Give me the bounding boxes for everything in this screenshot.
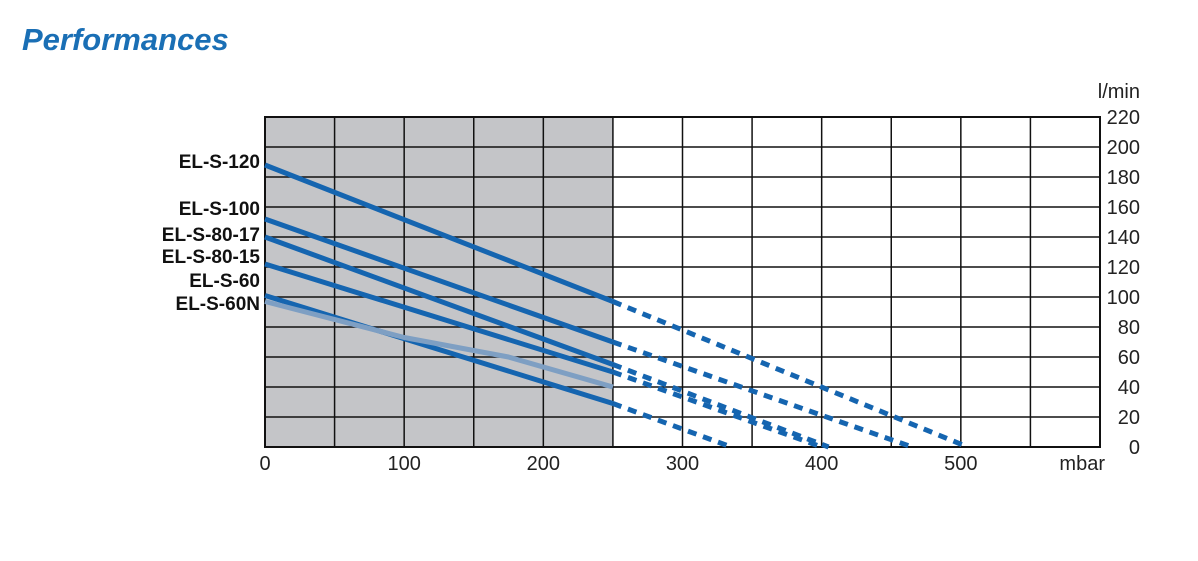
series-line-dashed xyxy=(612,401,733,450)
y-tick-label: 20 xyxy=(1118,407,1140,429)
y-axis-label: l/min xyxy=(1098,81,1140,103)
series-lines xyxy=(264,162,969,450)
series-line-solid xyxy=(264,293,614,406)
series-label: EL-S-60 xyxy=(189,271,260,292)
x-tick-label: 100 xyxy=(387,453,420,475)
chart-title: Performances xyxy=(22,22,229,57)
series-line-solid xyxy=(264,299,614,390)
x-tick-labels: 0 100 200 300 400 500 xyxy=(259,453,977,475)
series-line-solid xyxy=(264,234,614,367)
series-line-solid xyxy=(264,216,614,345)
y-tick-label: 120 xyxy=(1107,257,1140,279)
grid xyxy=(264,116,1101,448)
x-tick-label: 0 xyxy=(259,453,270,475)
y-tick-label: 220 xyxy=(1107,107,1140,129)
y-tick-label: 160 xyxy=(1107,197,1140,219)
y-tick-label: 180 xyxy=(1107,167,1140,189)
y-tick-label: 140 xyxy=(1107,227,1140,249)
y-tick-label: 100 xyxy=(1107,287,1140,309)
series-label: EL-S-120 xyxy=(179,152,260,173)
series-label: EL-S-60N xyxy=(176,294,260,315)
x-tick-label: 500 xyxy=(944,453,977,475)
series-line-dashed xyxy=(612,362,830,450)
series-line-dashed xyxy=(612,369,823,450)
series-line-solid xyxy=(264,261,614,375)
y-tick-label: 80 xyxy=(1118,317,1140,339)
series-line-dashed xyxy=(611,299,969,450)
x-axis-label: mbar xyxy=(1059,453,1105,475)
series-line-dashed xyxy=(612,339,913,450)
x-tick-label: 200 xyxy=(527,453,560,475)
x-tick-label: 400 xyxy=(805,453,838,475)
y-tick-label: 60 xyxy=(1118,347,1140,369)
plot-border xyxy=(264,116,1101,448)
y-tick-label: 200 xyxy=(1107,137,1140,159)
y-tick-label: 0 xyxy=(1129,437,1140,459)
series-label: EL-S-80-15 xyxy=(162,247,261,268)
x-tick-label: 300 xyxy=(666,453,699,475)
series-line-solid xyxy=(264,162,614,304)
series-label: EL-S-100 xyxy=(179,199,260,220)
y-tick-label: 40 xyxy=(1118,377,1140,399)
series-label: EL-S-80-17 xyxy=(162,225,260,246)
